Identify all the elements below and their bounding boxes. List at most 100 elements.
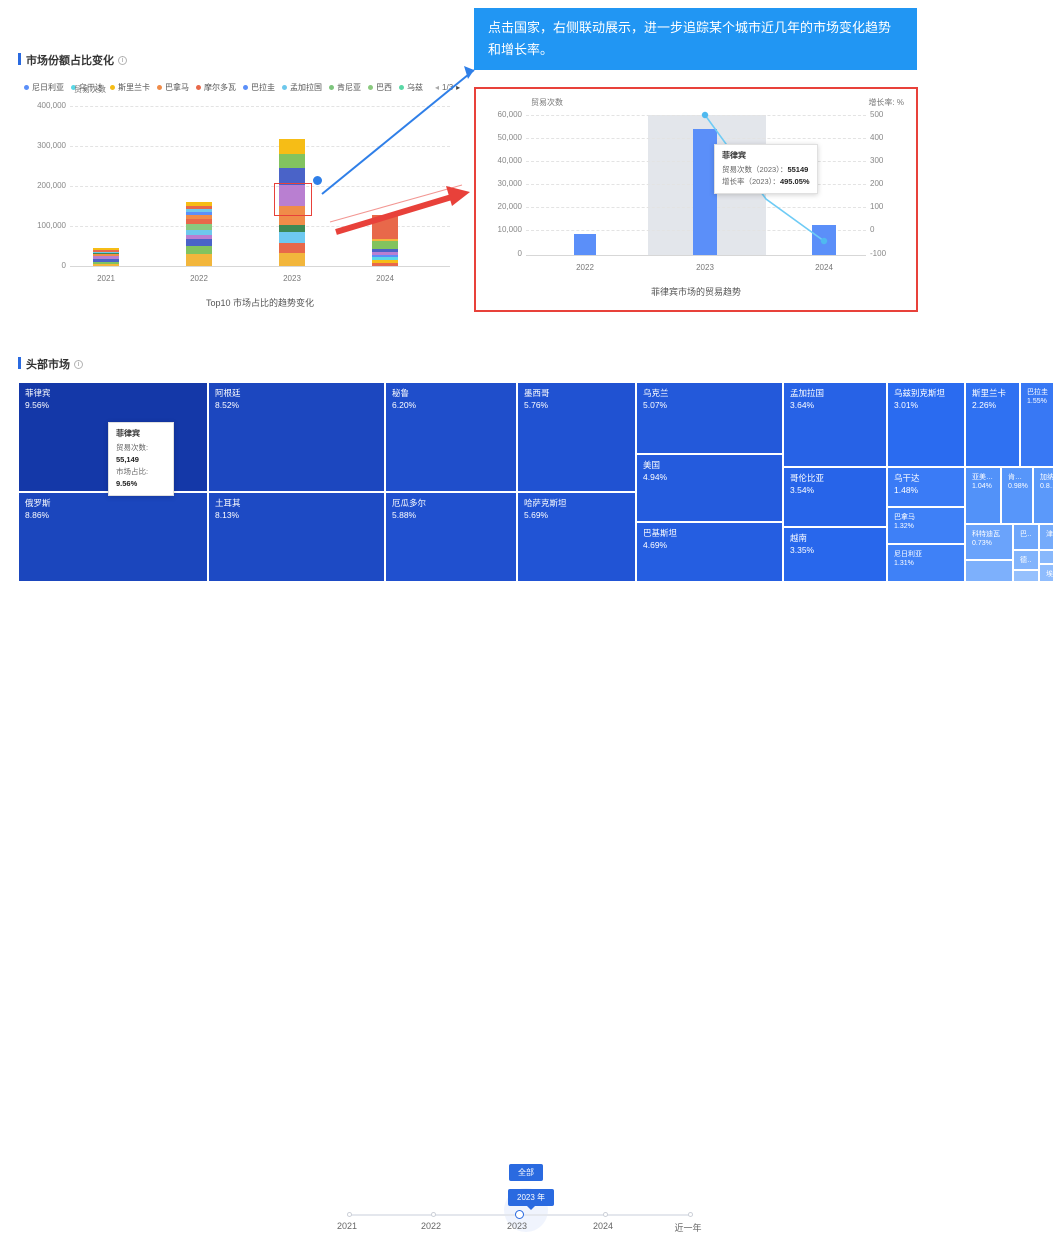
- treemap[interactable]: 菲律宾 9.56% 俄罗斯 8.86% 阿根廷 8.52% 土耳其 8.13% 秘鲁 6.20% 厄…: [18, 382, 1053, 582]
- treemap-cell[interactable]: 加纳 0.8…: [1033, 467, 1053, 524]
- market-share-stacked-chart[interactable]: 贸易次数 400,000 300,000 200,000 100,000 0: [18, 85, 468, 308]
- legend-color-dot: [196, 85, 201, 90]
- legend-item[interactable]: 摩尔多瓦: [196, 82, 236, 93]
- stacked-bar-2021[interactable]: [93, 248, 119, 266]
- bar-2022[interactable]: [574, 234, 596, 255]
- legend-item[interactable]: 巴拿马: [157, 82, 189, 93]
- treemap-cell[interactable]: 巴拿马 1.32%: [887, 507, 965, 544]
- treemap-cell[interactable]: 土耳其 8.13%: [208, 492, 385, 582]
- treemap-tooltip: 菲律宾 贸易次数: 55,149 市场占比: 9.56%: [108, 422, 174, 496]
- tooltip-row-label: 贸易次数:: [116, 443, 149, 452]
- treemap-cell[interactable]: 孟加拉国 3.64%: [783, 382, 887, 467]
- treemap-cell[interactable]: [1039, 550, 1053, 564]
- chart-caption: 菲律宾市场的贸易趋势: [650, 287, 741, 297]
- treemap-cell[interactable]: 亚美… 1.04%: [965, 467, 1001, 524]
- treemap-cell-name: 菲律宾: [25, 388, 51, 398]
- treemap-cell-value: 3.54%: [790, 485, 815, 495]
- treemap-cell-value: 9.56%: [25, 400, 50, 410]
- treemap-cell[interactable]: 德…: [1013, 550, 1039, 570]
- legend-item[interactable]: 孟加拉国: [282, 82, 322, 93]
- legend-item[interactable]: 尼日利亚: [24, 82, 64, 93]
- info-circle-icon[interactable]: i: [118, 55, 127, 65]
- treemap-cell-value: 0.8…: [1040, 483, 1053, 490]
- treemap-cell[interactable]: 阿根廷 8.52%: [208, 382, 385, 492]
- slider-tick-recent[interactable]: [688, 1212, 693, 1217]
- treemap-cell[interactable]: 巴拉圭 1.55%: [1020, 382, 1053, 467]
- x-tick-label: 2023: [696, 263, 714, 272]
- legend-label: 巴拉圭: [251, 83, 275, 92]
- treemap-cell[interactable]: 哈萨克斯坦 5.69%: [517, 492, 636, 582]
- treemap-cell[interactable]: [965, 560, 1013, 582]
- treemap-cell-value: 5.76%: [524, 400, 549, 410]
- x-tick-label: 2022: [576, 263, 594, 272]
- annotation-banner: 点击国家，右侧联动展示，进一步追踪某个城市近几年的市场变化趋势和增长率。: [474, 8, 917, 70]
- y-tick-label: 10,000: [497, 225, 522, 234]
- treemap-cell[interactable]: 埃…: [1039, 564, 1053, 582]
- treemap-cell[interactable]: 美国 4.94%: [636, 454, 783, 522]
- treemap-cell[interactable]: 巴西: [1013, 524, 1039, 550]
- treemap-cell[interactable]: 津…: [1039, 524, 1053, 550]
- legend-item[interactable]: 斯里兰卡: [110, 82, 150, 93]
- y-tick-label: 50,000: [497, 133, 522, 142]
- selection-highlight-rect[interactable]: [274, 183, 312, 216]
- treemap-cell[interactable]: 墨西哥 5.76%: [517, 382, 636, 492]
- treemap-cell[interactable]: 秘鲁 6.20%: [385, 382, 517, 492]
- slider-handle[interactable]: [515, 1210, 524, 1219]
- slider-tick-2022[interactable]: [431, 1212, 436, 1217]
- treemap-cell[interactable]: 肯尼亚 0.98%: [1001, 467, 1033, 524]
- y-tick-label: 60,000: [497, 110, 522, 119]
- treemap-cell[interactable]: 乌干达 1.48%: [887, 467, 965, 507]
- x-axis-line: [526, 255, 866, 256]
- treemap-cell[interactable]: 斯里兰卡 2.26%: [965, 382, 1020, 467]
- treemap-cell[interactable]: [1013, 570, 1039, 582]
- all-years-button[interactable]: 全部: [509, 1164, 543, 1181]
- tooltip-row-value: 495.05%: [779, 177, 810, 186]
- y2-tick-label: 500: [870, 110, 884, 119]
- treemap-cell[interactable]: 哥伦比亚 3.54%: [783, 467, 887, 527]
- selected-point-dot[interactable]: [313, 176, 322, 185]
- growth-point-2024: [820, 237, 828, 245]
- treemap-cell-name: 科特迪瓦: [972, 531, 1000, 538]
- slider-track[interactable]: [347, 1210, 693, 1219]
- tooltip-title: 菲律宾: [116, 429, 140, 438]
- treemap-cell[interactable]: 巴基斯坦 4.69%: [636, 522, 783, 582]
- legend-item[interactable]: 乌干达: [71, 82, 103, 93]
- tooltip-row-value: 55149: [787, 165, 809, 174]
- treemap-cell[interactable]: 越南 3.35%: [783, 527, 887, 582]
- treemap-cell[interactable]: 科特迪瓦 0.73%: [965, 524, 1013, 560]
- slider-label-2024[interactable]: 2024: [592, 1221, 614, 1231]
- info-circle-icon[interactable]: i: [74, 359, 83, 369]
- treemap-cell-value: 3.64%: [790, 400, 815, 410]
- stacked-bar-2022[interactable]: [186, 202, 212, 266]
- treemap-cell[interactable]: 厄瓜多尔 5.88%: [385, 492, 517, 582]
- slider-label-2022[interactable]: 2022: [420, 1221, 442, 1231]
- treemap-cell-name: 墨西哥: [524, 388, 550, 398]
- annotation-text: 点击国家，右侧联动展示，进一步追踪某个城市近几年的市场变化趋势和增长率。: [488, 20, 892, 57]
- tooltip-row-label: 贸易次数（2023）：: [722, 165, 788, 174]
- bar-2023[interactable]: [693, 129, 717, 255]
- legend-item[interactable]: 巴拉圭: [243, 82, 275, 93]
- slider-label-2021[interactable]: 2021: [336, 1221, 358, 1231]
- slider-label-2023[interactable]: 2023: [506, 1221, 528, 1231]
- treemap-cell[interactable]: 乌兹别克斯坦 3.01%: [887, 382, 965, 467]
- treemap-cell-value: 5.69%: [524, 510, 549, 520]
- gridline: [70, 106, 450, 107]
- slider-tick-2021[interactable]: [347, 1212, 352, 1217]
- chart-tooltip: 菲律宾 贸易次数（2023）：55149 增长率（2023）：495.05%: [714, 144, 818, 194]
- legend-color-dot: [71, 85, 76, 90]
- treemap-cell[interactable]: 尼日利亚 1.31%: [887, 544, 965, 582]
- legend-color-dot: [24, 85, 29, 90]
- treemap-cell[interactable]: 俄罗斯 8.86%: [18, 492, 208, 582]
- growth-rate-line: [701, 111, 828, 245]
- philippines-trend-chart[interactable]: 贸易次数 增长率: % 60,000 50,000 40,000 30,000 …: [476, 89, 916, 310]
- treemap-cell-name: 巴拿马: [894, 514, 915, 521]
- treemap-cell-name: 德…: [1020, 557, 1032, 564]
- treemap-cell[interactable]: 乌克兰 5.07%: [636, 382, 783, 454]
- legend-label: 斯里兰卡: [118, 83, 150, 92]
- treemap-cell-name: 津…: [1046, 531, 1053, 538]
- slider-tick-2024[interactable]: [603, 1212, 608, 1217]
- gridline: [526, 115, 866, 116]
- slider-label-recent[interactable]: 近一年: [674, 1223, 702, 1233]
- stacked-bar-2024[interactable]: [372, 215, 398, 266]
- stacked-bar-2023[interactable]: [279, 139, 305, 266]
